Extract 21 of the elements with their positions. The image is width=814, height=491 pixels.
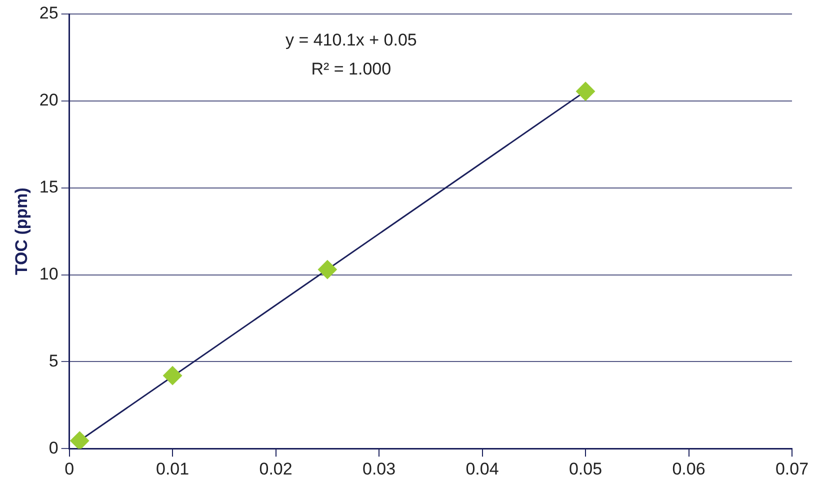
point xyxy=(70,431,90,449)
point xyxy=(318,260,337,280)
point xyxy=(576,82,596,101)
x-tick-label: 0.05 xyxy=(568,459,602,478)
y-tick-label: 25 xyxy=(39,4,58,23)
annotation: R² = 1.000 xyxy=(311,60,392,79)
y-tick-label: 20 xyxy=(39,90,58,110)
point xyxy=(163,366,182,386)
x-tick-label: 0.04 xyxy=(466,459,499,478)
x-tick-label: 0.03 xyxy=(362,459,396,478)
x-tick-label: 0.07 xyxy=(775,459,809,478)
x-tick-label: 0.02 xyxy=(259,459,292,478)
x-tick-label: 0 xyxy=(64,459,74,478)
x-tick-label: 0.06 xyxy=(672,459,706,478)
y-tick-label: 10 xyxy=(39,264,58,284)
y-axis-title: TOC (ppm) xyxy=(12,188,31,276)
y-tick-label: 0 xyxy=(48,438,58,458)
y-tick-label: 5 xyxy=(48,351,58,370)
annotation: y = 410.1x + 0.05 xyxy=(285,30,417,50)
x-tick-label: 0.01 xyxy=(156,459,190,478)
y-tick-label: 15 xyxy=(39,178,58,197)
